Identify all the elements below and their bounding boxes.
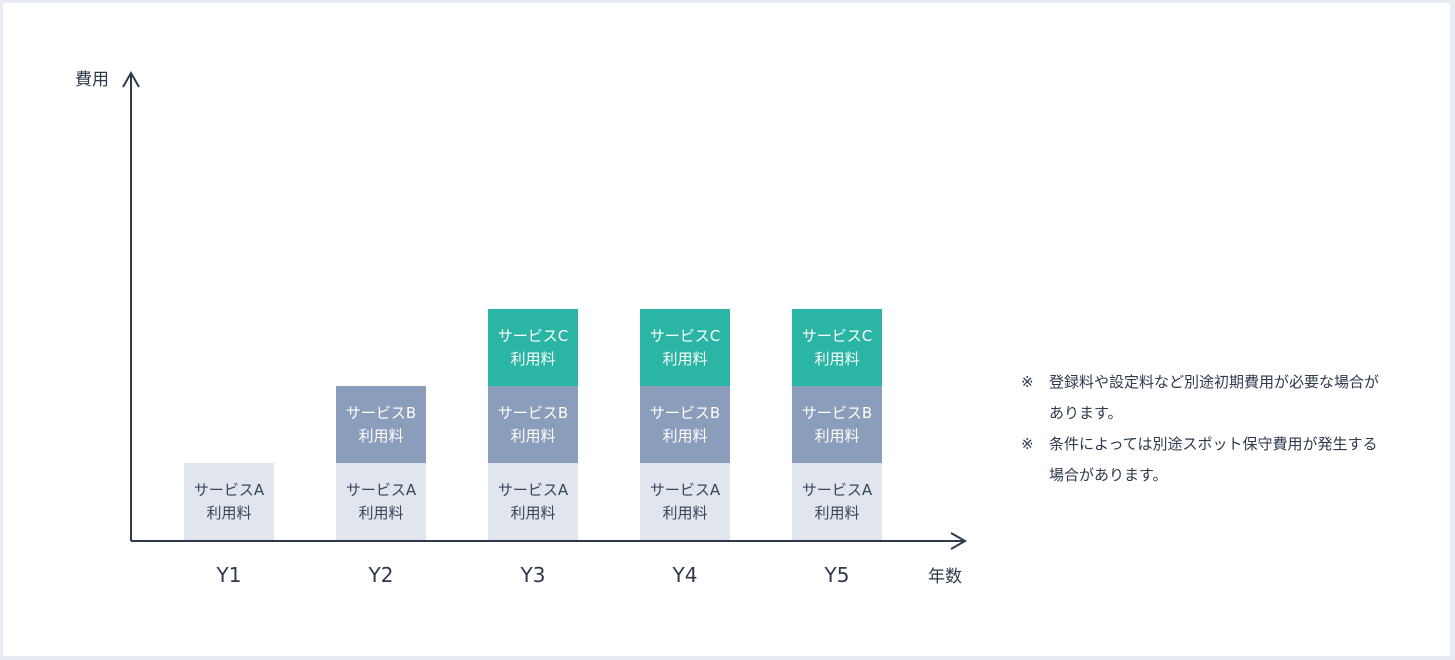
- bar-segment-label: サービスB: [802, 404, 872, 422]
- bar-segment-label: サービスC: [802, 327, 872, 345]
- bar-segment-label: サービスB: [346, 404, 416, 422]
- bar-segment: [792, 386, 882, 463]
- chart-card: 費用 年数 サービスA 利用料 Y1 サービスA 利用料 サービスB 利用料 Y2 サービスA 利用料…: [3, 3, 1450, 656]
- bar-segment: [640, 386, 730, 463]
- bar-segment: [792, 463, 882, 540]
- note-item: ※ 登録料や設定料など別途初期費用が必要な場合があります。: [1021, 367, 1381, 429]
- x-tick-label: Y3: [520, 563, 546, 587]
- note-text: 登録料や設定料など別途初期費用が必要な場合があります。: [1049, 373, 1379, 422]
- bar-segment-label: 利用料: [510, 350, 555, 368]
- bar-segment-label: 利用料: [814, 504, 859, 522]
- x-tick-label: Y5: [824, 563, 850, 587]
- bar-segment-label: 利用料: [662, 350, 707, 368]
- bar-segment: [488, 386, 578, 463]
- bar-segment-label: サービスB: [498, 404, 568, 422]
- note-item: ※ 条件によっては別途スポット保守費用が発生する場合があります。: [1021, 429, 1381, 491]
- bar-segment-label: サービスB: [650, 404, 720, 422]
- bar-segment: [184, 463, 274, 540]
- note-mark: ※: [1021, 367, 1049, 398]
- bar-segment-label: 利用料: [358, 427, 403, 445]
- bar-segment-label: サービスA: [194, 481, 265, 499]
- bar-segment-label: サービスC: [498, 327, 568, 345]
- bar-segment-label: 利用料: [206, 504, 251, 522]
- bar-segment-label: 利用料: [814, 427, 859, 445]
- bar-segment: [792, 309, 882, 386]
- bar-segment-label: サービスA: [346, 481, 417, 499]
- bar-segment-label: 利用料: [662, 504, 707, 522]
- note-mark: ※: [1021, 429, 1049, 460]
- bar-segment-label: サービスC: [650, 327, 720, 345]
- bar-segment-label: 利用料: [510, 427, 555, 445]
- bar-segment-label: サービスA: [802, 481, 873, 499]
- x-tick-label: Y4: [672, 563, 698, 587]
- notes: ※ 登録料や設定料など別途初期費用が必要な場合があります。 ※ 条件によっては別途ス…: [1021, 367, 1381, 491]
- stacked-bar-chart: 費用年数サービスA利用料Y1サービスA利用料サービスB利用料Y2サービスA利用料…: [3, 3, 1450, 656]
- bar-segment-label: 利用料: [814, 350, 859, 368]
- bar-segment-label: 利用料: [358, 504, 403, 522]
- bar-segment: [336, 463, 426, 540]
- bar-segment: [640, 309, 730, 386]
- bar-segment: [488, 309, 578, 386]
- note-text: 条件によっては別途スポット保守費用が発生する場合があります。: [1049, 435, 1378, 484]
- bar-segment: [488, 463, 578, 540]
- x-tick-label: Y2: [368, 563, 394, 587]
- x-tick-label: Y1: [216, 563, 242, 587]
- bar-segment-label: 利用料: [510, 504, 555, 522]
- y-axis-label: 費用: [75, 70, 109, 90]
- bar-segment-label: サービスA: [498, 481, 569, 499]
- bar-segment-label: サービスA: [650, 481, 721, 499]
- bar-segment: [640, 463, 730, 540]
- bar-segment: [336, 386, 426, 463]
- x-axis-label: 年数: [928, 567, 962, 587]
- bar-segment-label: 利用料: [662, 427, 707, 445]
